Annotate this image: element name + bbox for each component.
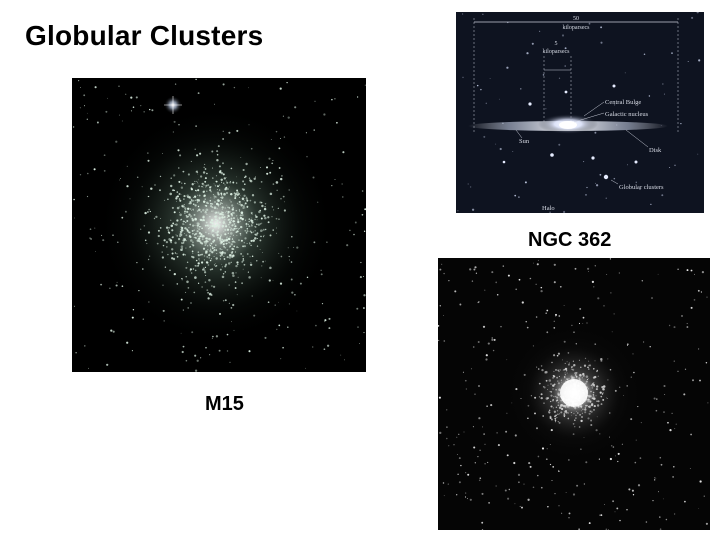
- m15-photo: [72, 78, 366, 372]
- outer-scale-unit: kiloparsecs: [563, 25, 591, 31]
- galaxy-diagram: 50 kiloparsecs 5 kiloparsecs Central Bul…: [456, 12, 704, 213]
- label-galactic-nucleus: Galactic nucleus: [605, 111, 649, 118]
- m15-starfield: [72, 78, 366, 372]
- label-central-bulge: Central Bulge: [605, 99, 641, 106]
- m15-caption: M15: [205, 393, 244, 415]
- ngc362-caption: NGC 362: [528, 229, 612, 251]
- galaxy-diagram-drawing: 50 kiloparsecs 5 kiloparsecs Central Bul…: [456, 12, 704, 213]
- label-globular-clusters: Globular clusters: [619, 184, 664, 191]
- globular-cluster-dots: [502, 84, 638, 180]
- inner-scale-unit: kiloparsecs: [543, 49, 571, 55]
- slide-title: Globular Clusters: [25, 20, 264, 51]
- galactic-nucleus: [559, 121, 577, 129]
- ngc362-photo: [438, 258, 710, 530]
- ngc362-starfield: [438, 258, 710, 530]
- label-halo: Halo: [542, 205, 555, 212]
- inner-scale-value: 5: [555, 41, 558, 47]
- label-disk: Disk: [649, 147, 662, 154]
- outer-scale-value: 50: [573, 16, 579, 22]
- label-sun: Sun: [519, 138, 530, 145]
